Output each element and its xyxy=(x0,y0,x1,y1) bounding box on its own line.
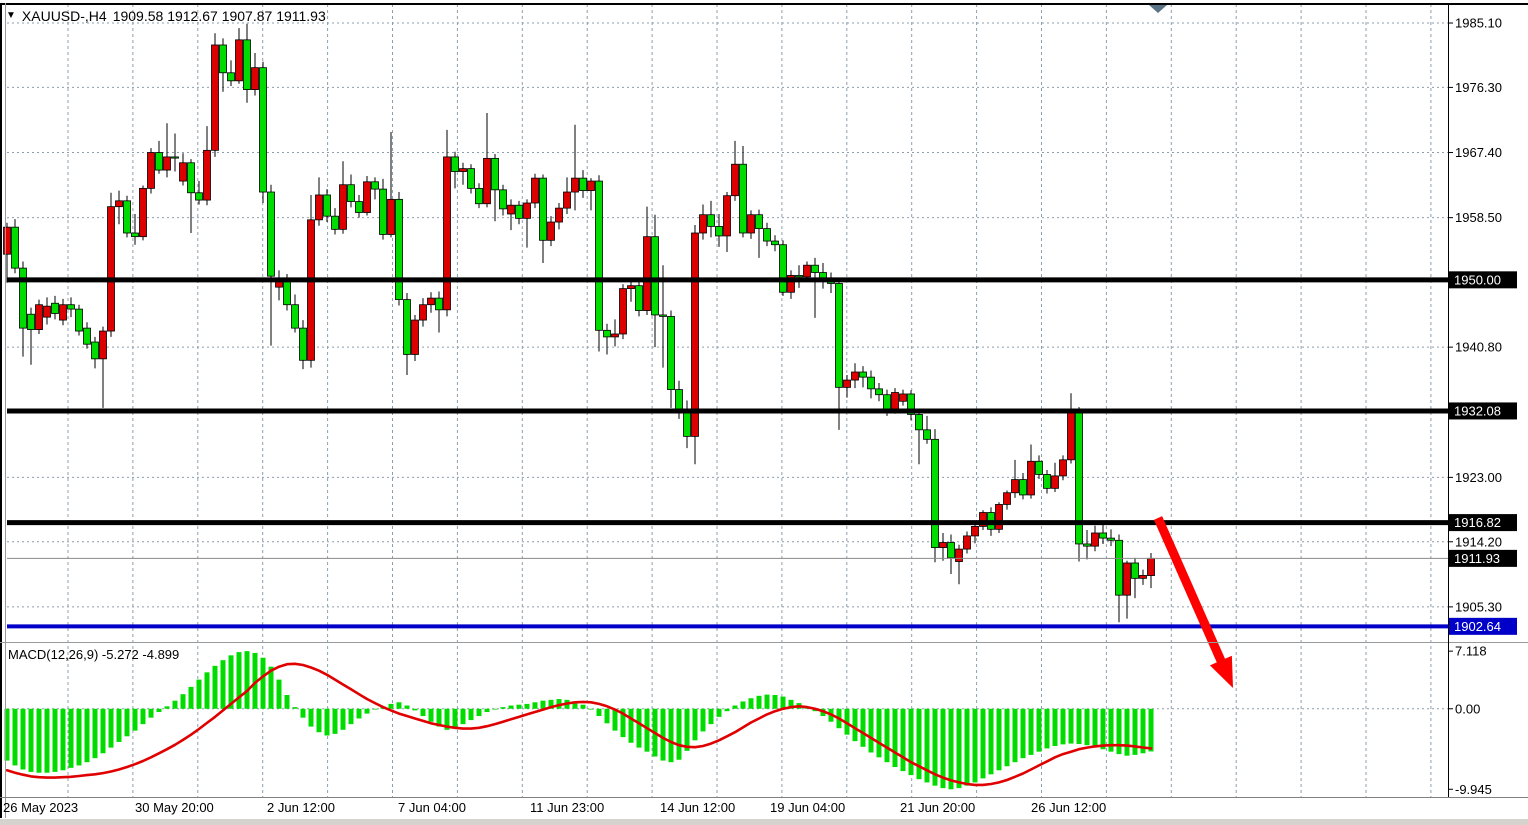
macd-indicator-label: MACD(12,26,9) -5.272 -4.899 xyxy=(8,647,180,662)
time-axis-label: 7 Jun 04:00 xyxy=(398,800,466,815)
time-axis-label: 30 May 20:00 xyxy=(135,800,214,815)
macd-axis[interactable]: 7.118 0.00 -9.945 xyxy=(1448,644,1492,797)
svg-text:-9.945: -9.945 xyxy=(1455,782,1492,797)
svg-text:1985.10: 1985.10 xyxy=(1455,16,1502,31)
macd-layer[interactable] xyxy=(4,651,1154,790)
svg-text:1976.30: 1976.30 xyxy=(1455,80,1502,95)
svg-text:1932.08: 1932.08 xyxy=(1454,403,1501,418)
time-axis-label: 14 Jun 12:00 xyxy=(660,800,736,815)
chart-header: ▼ XAUUSD-,H4 1909.58 1912.67 1907.87 191… xyxy=(6,8,326,24)
symbol-period-label: XAUUSD-,H4 xyxy=(21,8,107,24)
svg-text:1911.93: 1911.93 xyxy=(1454,551,1500,566)
svg-text:1940.80: 1940.80 xyxy=(1455,340,1502,355)
svg-text:1958.50: 1958.50 xyxy=(1455,210,1502,225)
svg-text:1967.40: 1967.40 xyxy=(1455,145,1502,160)
svg-text:1914.20: 1914.20 xyxy=(1455,534,1502,549)
svg-text:0.00: 0.00 xyxy=(1455,701,1480,716)
svg-text:1950.00: 1950.00 xyxy=(1454,272,1501,287)
svg-text:1923.00: 1923.00 xyxy=(1455,470,1502,485)
window-frame xyxy=(0,3,1528,825)
svg-text:1916.82: 1916.82 xyxy=(1454,515,1501,530)
price-axis[interactable]: 1985.10 1976.30 1967.40 1958.50 1940.80 1923.… xyxy=(1448,16,1517,635)
time-axis-label: 21 Jun 20:00 xyxy=(900,800,976,815)
time-axis-label: 26 May 2023 xyxy=(3,800,79,815)
time-axis-label: 19 Jun 04:00 xyxy=(770,800,846,815)
ohlc-values: 1909.58 1912.67 1907.87 1911.93 xyxy=(112,8,326,24)
trend-arrow-annotation[interactable] xyxy=(1153,516,1233,688)
time-axis-label: 2 Jun 12:00 xyxy=(267,800,335,815)
time-axis[interactable]: 26 May 2023 30 May 20:00 2 Jun 12:00 7 Jun … xyxy=(0,800,1528,818)
svg-text:7.118: 7.118 xyxy=(1455,644,1487,659)
ohlc-dropdown-icon: ▼ xyxy=(6,10,16,21)
level-lines-layer[interactable] xyxy=(7,277,1448,629)
chart-shift-marker-icon[interactable] xyxy=(1149,5,1167,13)
svg-text:1905.30: 1905.30 xyxy=(1455,599,1502,614)
time-axis-label: 26 Jun 12:00 xyxy=(1031,800,1107,815)
candles-layer xyxy=(3,23,1155,623)
time-axis-label: 11 Jun 23:00 xyxy=(530,800,605,815)
svg-text:1902.64: 1902.64 xyxy=(1454,619,1501,634)
